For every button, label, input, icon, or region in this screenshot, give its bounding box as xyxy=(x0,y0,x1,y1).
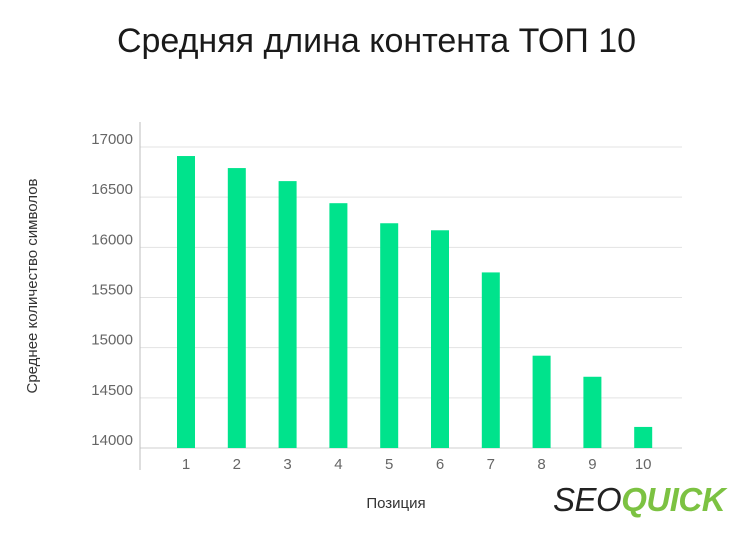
x-tick-label: 10 xyxy=(635,456,652,473)
y-tick-labels: 14000 14500 15000 15500 16000 16500 17000 xyxy=(91,131,133,449)
bar xyxy=(634,426,653,448)
y-tick-label: 16500 xyxy=(91,181,133,198)
y-tick-label: 14000 xyxy=(91,432,133,449)
bar xyxy=(583,376,602,448)
y-axis-title: Среднее количество символов xyxy=(24,178,41,393)
x-tick-label: 1 xyxy=(182,456,190,473)
x-tick-label: 6 xyxy=(436,456,444,473)
bar xyxy=(177,156,195,448)
bars xyxy=(177,156,653,448)
chart-title: Средняя длина контента ТОП 10 xyxy=(116,22,637,60)
y-tick-label: 16000 xyxy=(91,231,133,248)
y-tick-label: 17000 xyxy=(91,131,133,148)
bar xyxy=(532,355,551,448)
bar xyxy=(481,272,500,448)
x-tick-labels: 1 2 3 4 5 6 7 8 9 10 xyxy=(182,456,652,473)
y-tick-label: 15500 xyxy=(91,282,133,299)
bar xyxy=(380,223,399,448)
x-tick-label: 5 xyxy=(385,456,393,473)
bar xyxy=(431,230,449,448)
x-tick-label: 2 xyxy=(233,456,241,473)
bar xyxy=(278,181,297,448)
logo-quick: QUICK xyxy=(621,481,726,518)
y-tick-label: 14500 xyxy=(91,382,133,399)
x-tick-label: 4 xyxy=(334,456,342,473)
x-tick-label: 8 xyxy=(537,456,545,473)
x-tick-label: 9 xyxy=(588,456,596,473)
logo-seo: SEO xyxy=(553,481,622,518)
x-axis-title: Позиция xyxy=(366,495,425,512)
bar xyxy=(227,168,246,448)
x-tick-label: 3 xyxy=(283,456,291,473)
seoquick-logo: SEOQUICK xyxy=(553,481,726,519)
bar xyxy=(329,203,348,448)
y-tick-label: 15000 xyxy=(91,332,133,349)
x-tick-label: 7 xyxy=(487,456,495,473)
